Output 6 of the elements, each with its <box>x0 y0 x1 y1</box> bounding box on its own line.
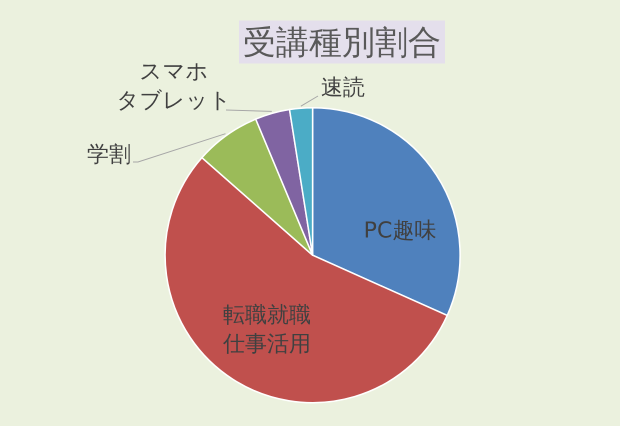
chart-title: 受講種別割合 <box>243 22 441 62</box>
slice-label: 学割 <box>87 142 131 168</box>
slice-label: 速読 <box>321 76 365 100</box>
slice-label: PC趣味 <box>364 218 436 244</box>
slice-label: スマホタブレット <box>116 60 232 114</box>
slice-label: 転職就職仕事活用 <box>223 303 311 357</box>
